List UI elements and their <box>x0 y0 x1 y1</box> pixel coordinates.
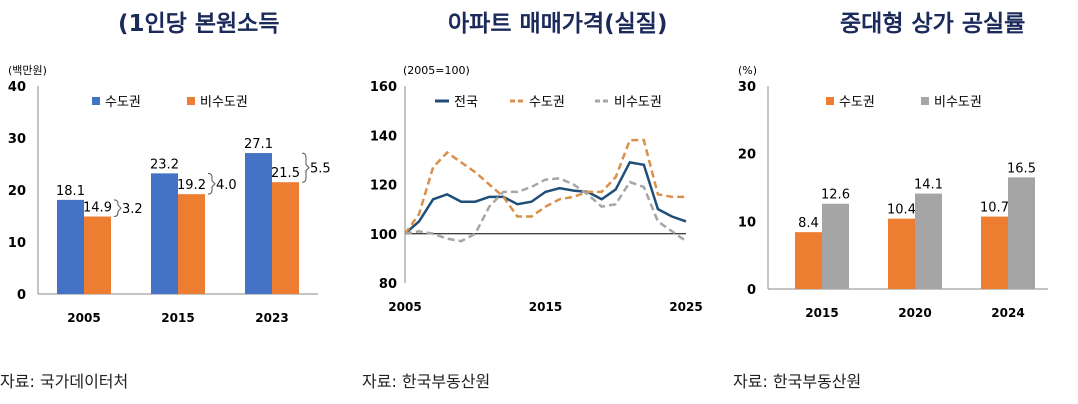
legend-label: 수도권 <box>839 95 875 110</box>
x-tick-label: 2015 <box>805 306 838 320</box>
y-tick-label: 0 <box>17 288 26 303</box>
source-apartment: 자료: 한국부동산원 <box>362 372 491 391</box>
data-label: 8.4 <box>798 216 819 231</box>
source-vacancy: 자료: 한국부동산원 <box>733 372 862 391</box>
x-tick-label: 2025 <box>669 300 702 314</box>
x-tick-label: 2024 <box>991 306 1024 320</box>
data-label: 14.9 <box>83 201 112 216</box>
legend-label: 수도권 <box>105 95 141 110</box>
data-label: 16.5 <box>1007 161 1036 176</box>
data-label: 18.1 <box>56 184 85 199</box>
bar-수도권 <box>795 232 822 289</box>
data-label: 23.2 <box>150 157 179 172</box>
data-label: 21.5 <box>271 166 300 181</box>
x-tick-label: 2005 <box>388 300 421 314</box>
data-label: 27.1 <box>244 137 273 152</box>
legend-label: 전국 <box>454 95 478 110</box>
bar-비수도권 <box>822 203 849 289</box>
gap-label: 3.2 <box>122 202 143 217</box>
bar-비수도권 <box>178 194 205 294</box>
y-tick-label: 120 <box>370 179 397 194</box>
data-label: 19.2 <box>177 178 206 193</box>
chart-title-vacancy: 중대형 상가 공실률 <box>840 11 1026 37</box>
chart-title-income: (1인당 본원소득 <box>118 11 280 37</box>
y-tick-label: 10 <box>738 215 756 230</box>
data-label: 10.4 <box>887 203 916 218</box>
gap-bracket <box>113 199 122 218</box>
gap-bracket <box>207 172 216 195</box>
gap-label: 4.0 <box>216 178 237 193</box>
data-label: 10.7 <box>980 201 1009 216</box>
legend-swatch <box>92 97 100 105</box>
line-수도권 <box>403 138 686 235</box>
legend-label: 수도권 <box>529 95 565 110</box>
x-tick-label: 2020 <box>898 306 931 320</box>
y-tick-label: 30 <box>738 80 756 95</box>
x-tick-label: 2005 <box>67 311 100 325</box>
gap-label: 5.5 <box>310 162 331 177</box>
bar-수도권 <box>888 218 915 289</box>
y-axis-label: (백만원) <box>8 64 47 77</box>
line-비수도권 <box>404 177 687 243</box>
bar-수도권 <box>57 199 84 294</box>
y-tick-label: 100 <box>370 228 397 243</box>
bar-수도권 <box>245 153 272 294</box>
y-tick-label: 30 <box>8 132 26 147</box>
legend-label: 비수도권 <box>614 95 662 110</box>
y-tick-label: 80 <box>379 277 397 292</box>
bar-비수도권 <box>84 216 111 294</box>
y-axis-label: (2005=100) <box>403 64 470 77</box>
y-tick-label: 0 <box>747 283 756 298</box>
legend-swatch <box>826 97 834 105</box>
y-tick-label: 140 <box>370 129 397 144</box>
x-tick-label: 2015 <box>161 311 194 325</box>
y-tick-label: 40 <box>8 80 26 95</box>
data-label: 14.1 <box>914 178 943 193</box>
line-전국 <box>404 160 687 235</box>
y-tick-label: 20 <box>738 148 756 163</box>
gap-bracket <box>301 152 310 183</box>
data-label: 12.6 <box>821 188 850 203</box>
legend-swatch <box>921 97 929 105</box>
bar-수도권 <box>151 173 178 294</box>
y-axis-label: (%) <box>738 64 757 77</box>
legend-label: 비수도권 <box>200 95 248 110</box>
bar-비수도권 <box>1008 177 1035 289</box>
source-income: 자료: 국가데이터처 <box>0 372 129 391</box>
bar-비수도권 <box>915 193 942 289</box>
legend-swatch <box>187 97 195 105</box>
y-tick-label: 10 <box>8 236 26 251</box>
bar-수도권 <box>981 216 1008 289</box>
y-tick-label: 160 <box>370 80 397 95</box>
x-tick-label: 2023 <box>255 311 288 325</box>
y-tick-label: 20 <box>8 184 26 199</box>
bar-비수도권 <box>272 182 299 294</box>
chart-title-apartment-price: 아파트 매매가격(실질) <box>448 11 668 37</box>
legend-label: 비수도권 <box>934 95 982 110</box>
x-tick-label: 2015 <box>529 300 562 314</box>
